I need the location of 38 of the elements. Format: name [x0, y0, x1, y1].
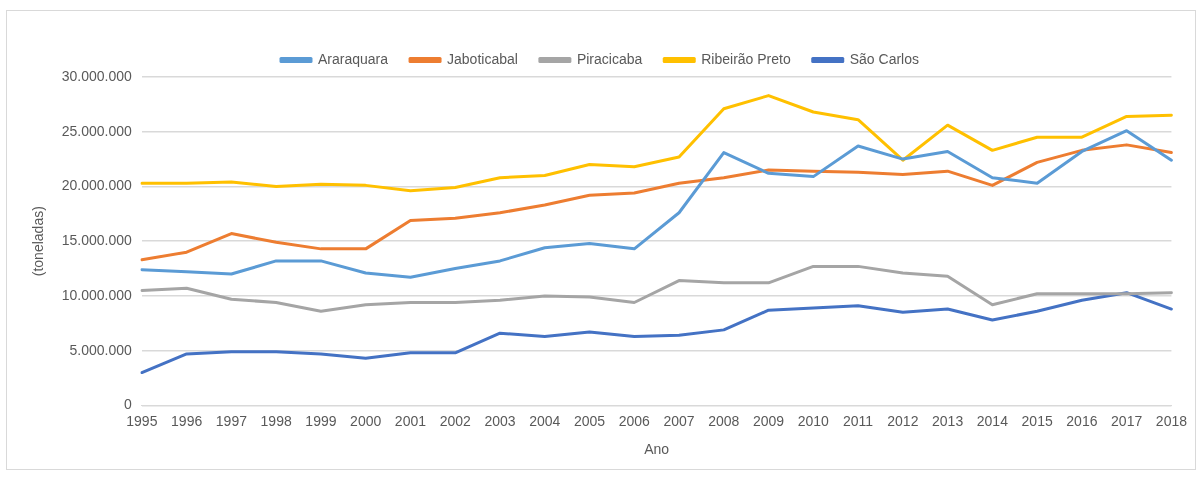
y-tick-label: 30.000.000 [61, 67, 133, 84]
x-tick-label: 1998 [260, 412, 292, 429]
x-axis-title: Ano [644, 441, 670, 458]
x-tick-label: 1999 [305, 412, 337, 429]
x-tick-label: 1996 [171, 412, 203, 429]
legend-label: Jaboticabal [447, 50, 518, 67]
x-tick-label: 1997 [215, 412, 248, 429]
y-tick-label: 25.000.000 [61, 122, 133, 139]
y-tick-label: 15.000.000 [61, 232, 133, 249]
x-tick-label: 2014 [976, 412, 1009, 429]
x-tick-label: 1995 [126, 412, 158, 429]
legend-label: Piracicaba [576, 50, 643, 67]
x-tick-label: 2006 [618, 412, 651, 429]
x-tick-label: 2016 [1066, 412, 1098, 429]
legend-label: Araraquara [318, 50, 389, 67]
y-axis-title: (toneladas) [30, 206, 47, 277]
x-tick-label: 2013 [932, 412, 964, 429]
x-tick-label: 2002 [439, 412, 471, 429]
x-tick-label: 2018 [1155, 412, 1188, 429]
x-tick-label: 2011 [843, 412, 874, 429]
y-tick-label: 0 [124, 396, 133, 413]
x-tick-label: 2000 [350, 412, 382, 429]
y-tick-label: 10.000.000 [61, 286, 133, 303]
x-tick-label: 2003 [484, 412, 516, 429]
x-tick-label: 2015 [1021, 412, 1053, 429]
y-tick-label: 20.000.000 [61, 177, 133, 194]
x-tick-label: 2017 [1111, 412, 1143, 429]
x-tick-label: 2009 [752, 412, 785, 429]
x-tick-label: 2012 [887, 412, 919, 429]
y-tick-label: 5.000.000 [69, 341, 133, 358]
x-tick-label: 2008 [708, 412, 740, 429]
x-tick-label: 2010 [797, 412, 830, 429]
legend-label: São Carlos [849, 50, 919, 67]
legend-label: Ribeirão Preto [701, 50, 791, 67]
x-tick-label: 2005 [573, 412, 606, 429]
x-tick-label: 2004 [529, 412, 561, 429]
x-tick-label: 2007 [663, 412, 695, 429]
x-tick-label: 2001 [394, 412, 427, 429]
